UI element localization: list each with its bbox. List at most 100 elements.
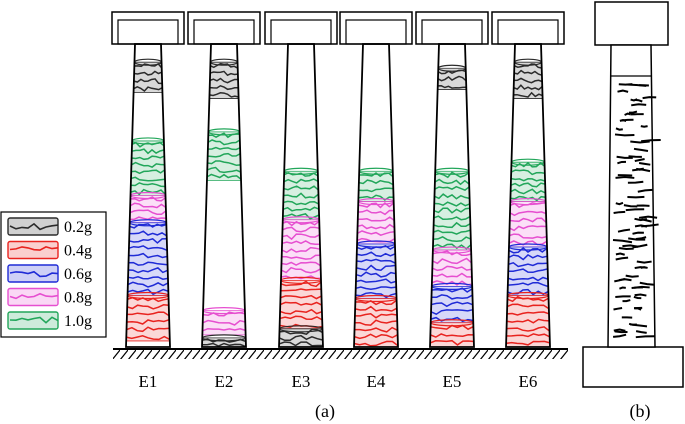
crack-mark	[615, 201, 624, 206]
damage-band-0-4g	[505, 295, 551, 348]
crack-mark	[612, 333, 627, 338]
damage-band-0-8g	[508, 201, 548, 248]
pier-e3: E3	[264, 11, 338, 391]
crack-line	[127, 281, 169, 288]
crack-line	[282, 233, 321, 241]
panel-a-label: (a)	[315, 401, 335, 422]
crack-mark	[629, 110, 638, 114]
crack-line	[127, 276, 169, 280]
crack-line	[133, 78, 163, 85]
pier-b-cracks	[612, 83, 661, 339]
panel-a: E1 E2 E3 E4 E5 E6	[111, 11, 568, 391]
crack-line	[506, 340, 551, 346]
crack-line	[128, 245, 168, 251]
crack-line	[431, 301, 473, 308]
crack-mark	[615, 295, 631, 298]
crack-line	[133, 85, 163, 92]
crack-line	[279, 315, 323, 321]
crack-line	[507, 276, 549, 282]
pier-cap	[264, 11, 338, 45]
damage-band-0-4g	[125, 295, 171, 342]
crack-line	[126, 335, 171, 341]
crack-mark	[622, 299, 631, 303]
crack-mark	[617, 89, 629, 93]
pier-e2: E2	[187, 11, 261, 391]
crack-mark	[642, 96, 657, 100]
pier-cap	[339, 11, 413, 45]
crack-line	[281, 240, 320, 246]
crack-line	[130, 182, 166, 188]
crack-line	[431, 287, 473, 293]
pier-column	[201, 43, 247, 348]
crack-line	[202, 342, 247, 348]
crack-line	[355, 278, 397, 284]
crack-mark	[612, 238, 633, 244]
crack-line	[430, 333, 474, 338]
crack-line	[513, 69, 543, 76]
pier-column	[505, 43, 551, 348]
crack-mark	[633, 147, 649, 152]
crack-line	[130, 188, 166, 196]
crack-mark	[613, 328, 626, 332]
crack-line	[514, 63, 542, 69]
crack-line	[506, 318, 550, 324]
crack-mark	[615, 256, 629, 261]
damage-band-1-0g	[509, 161, 547, 202]
panel-b-label: (b)	[630, 401, 651, 422]
crack-line	[356, 264, 396, 271]
crack-line	[355, 299, 398, 306]
crack-mark	[634, 158, 645, 162]
crack-line	[358, 194, 394, 201]
crack-mark	[619, 286, 626, 290]
crack-line	[126, 326, 170, 333]
crack-mark	[619, 119, 627, 122]
crack-line	[278, 334, 323, 342]
legend-crack-glyph	[9, 222, 59, 231]
crack-line	[358, 179, 394, 186]
crack-line	[128, 267, 168, 274]
crack-mark	[617, 228, 631, 233]
crack-mark	[634, 266, 647, 270]
crack-line	[508, 253, 548, 261]
pier-e5: E5	[415, 11, 489, 391]
crack-line	[207, 139, 241, 146]
crack-mark	[632, 231, 644, 235]
damage-band-0-8g	[356, 201, 396, 245]
legend-item-0-2g: 0.2g	[7, 217, 92, 236]
crack-line	[129, 230, 167, 237]
crack-mark	[634, 293, 647, 297]
crack-line	[283, 192, 319, 199]
crack-line	[354, 326, 398, 333]
crack-line	[437, 85, 467, 89]
crack-line	[432, 257, 472, 265]
legend-crack-glyph	[9, 292, 59, 300]
crack-mark	[618, 246, 634, 250]
crack-line	[433, 215, 471, 221]
crack-mark	[638, 162, 651, 166]
pier-label: E6	[519, 372, 538, 391]
crack-line	[207, 152, 241, 158]
crack-mark	[616, 155, 633, 159]
crack-line	[129, 209, 167, 216]
crack-mark	[613, 210, 626, 214]
crack-line	[129, 202, 167, 209]
crack-line	[131, 169, 166, 175]
crack-line	[432, 265, 472, 272]
crack-line	[126, 304, 169, 310]
crack-line	[355, 286, 397, 290]
pier-cap	[491, 11, 565, 45]
ground-hatch	[113, 349, 568, 359]
legend-label: 0.4g	[64, 243, 92, 260]
piers-group: E1 E2 E3 E4 E5 E6	[111, 11, 565, 391]
crack-mark	[638, 215, 658, 219]
crack-mark	[618, 83, 633, 86]
crack-line	[355, 271, 397, 278]
crack-line	[507, 281, 549, 288]
crack-line	[279, 308, 323, 315]
crack-mark	[631, 286, 644, 290]
legend-crack-glyph	[9, 316, 59, 324]
crack-line	[353, 340, 399, 347]
crack-line	[437, 75, 467, 82]
pier-label: E1	[139, 372, 158, 391]
legend-swatch	[7, 217, 59, 236]
